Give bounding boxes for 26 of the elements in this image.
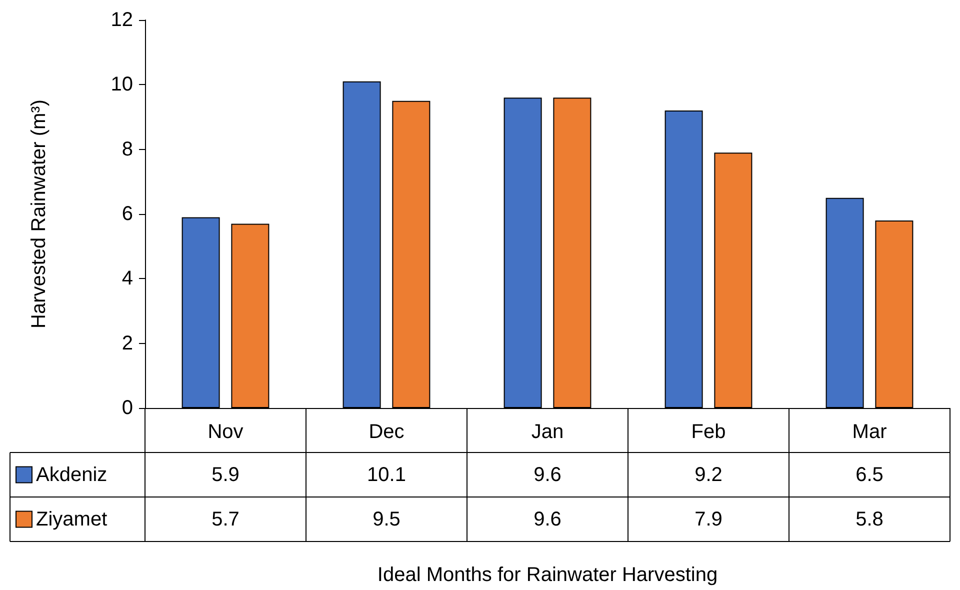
data-label: 9.5: [372, 508, 400, 530]
x-tick-label: Mar: [852, 421, 888, 443]
y-tick-label: 0: [122, 397, 133, 419]
data-label: 5.9: [212, 464, 240, 486]
y-tick-label: 10: [110, 74, 133, 96]
y-tick-label: 8: [122, 138, 133, 160]
data-label: 6.5: [856, 464, 884, 486]
y-tick-label: 6: [122, 203, 133, 225]
data-label: 5.8: [856, 508, 884, 530]
data-label: 9.6: [534, 464, 562, 486]
y-tick-label: 4: [122, 268, 133, 290]
text: Ideal Months for Rainwater Harvesting: [377, 564, 718, 586]
y-tick-label: 2: [122, 332, 133, 354]
legend-label: Ziyamet: [36, 508, 108, 530]
x-tick-label: Dec: [368, 421, 404, 443]
x-tick-label: Jan: [531, 421, 564, 443]
x-tick-label: Nov: [208, 421, 244, 443]
data-label: 9.6: [534, 508, 562, 530]
legend-label: Akdeniz: [36, 464, 108, 486]
data-label: 10.1: [367, 464, 406, 486]
y-tick-label: 12: [110, 9, 133, 31]
data-label: 7.9: [694, 508, 722, 530]
y-axis-title: Harvested Rainwater (m³): [28, 100, 50, 328]
data-label: 5.7: [212, 508, 240, 530]
data-label: 9.2: [694, 464, 722, 486]
x-tick-label: Feb: [691, 421, 726, 443]
